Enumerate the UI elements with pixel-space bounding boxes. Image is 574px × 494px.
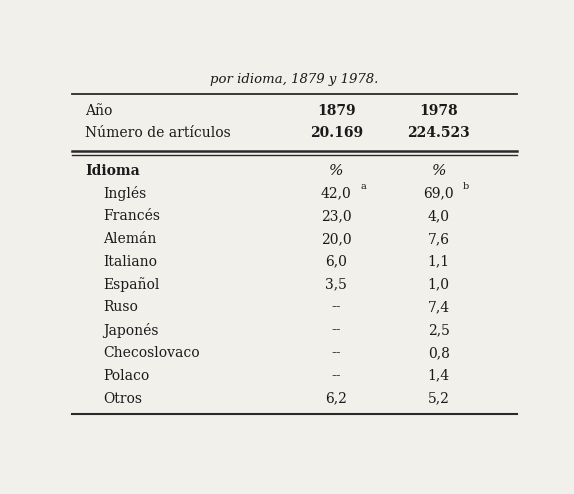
Text: --: --	[332, 300, 341, 314]
Text: Español: Español	[103, 277, 159, 292]
Text: a: a	[361, 182, 367, 191]
Text: 20,0: 20,0	[321, 232, 352, 246]
Text: 0,8: 0,8	[428, 346, 449, 360]
Text: 2,5: 2,5	[428, 323, 449, 337]
Text: Inglés: Inglés	[103, 186, 146, 201]
Text: Ruso: Ruso	[103, 300, 138, 314]
Text: %: %	[432, 165, 446, 178]
Text: 7,4: 7,4	[428, 300, 450, 314]
Text: 6,0: 6,0	[325, 254, 347, 269]
Text: --: --	[332, 323, 341, 337]
Text: 1978: 1978	[420, 104, 458, 118]
Text: Italiano: Italiano	[103, 254, 157, 269]
Text: Francés: Francés	[103, 209, 160, 223]
Text: 1879: 1879	[317, 104, 356, 118]
Text: --: --	[332, 346, 341, 360]
Text: 69,0: 69,0	[424, 186, 454, 200]
Text: 224.523: 224.523	[408, 126, 470, 140]
Text: Número de artículos: Número de artículos	[85, 126, 231, 140]
Text: Checoslovaco: Checoslovaco	[103, 346, 200, 360]
Text: 4,0: 4,0	[428, 209, 450, 223]
Text: 7,6: 7,6	[428, 232, 450, 246]
Text: Polaco: Polaco	[103, 369, 149, 383]
Text: --: --	[332, 369, 341, 383]
Text: Idioma: Idioma	[85, 165, 140, 178]
Text: 3,5: 3,5	[325, 278, 347, 291]
Text: 5,2: 5,2	[428, 392, 449, 406]
Text: 23,0: 23,0	[321, 209, 352, 223]
Text: 6,2: 6,2	[325, 392, 347, 406]
Text: Alemán: Alemán	[103, 232, 156, 246]
Text: por idioma, 1879 y 1978.: por idioma, 1879 y 1978.	[210, 73, 378, 85]
Text: %: %	[329, 165, 344, 178]
Text: Año: Año	[85, 104, 113, 118]
Text: 1,4: 1,4	[428, 369, 450, 383]
Text: 1,0: 1,0	[428, 278, 450, 291]
Text: 20.169: 20.169	[310, 126, 363, 140]
Text: b: b	[463, 182, 470, 191]
Text: Otros: Otros	[103, 392, 142, 406]
Text: Japonés: Japonés	[103, 323, 158, 337]
Text: 42,0: 42,0	[321, 186, 352, 200]
Text: 1,1: 1,1	[428, 254, 450, 269]
